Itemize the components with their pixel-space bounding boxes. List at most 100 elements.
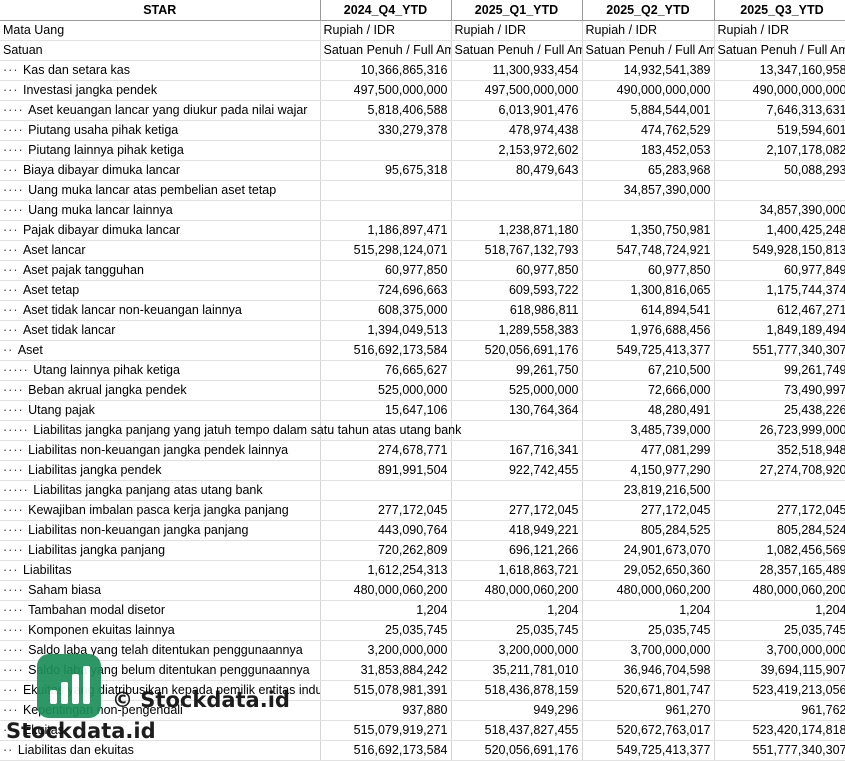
value-cell[interactable]: 618,986,811 xyxy=(451,300,583,321)
value-cell[interactable]: 60,977,850 xyxy=(451,260,583,281)
value-cell[interactable]: 27,274,708,920 xyxy=(714,460,845,481)
value-cell[interactable] xyxy=(714,180,845,201)
meta-value-cell[interactable]: Rupiah / IDR xyxy=(582,20,715,41)
value-cell[interactable]: 891,991,504 xyxy=(320,460,452,481)
value-cell[interactable]: 60,977,849 xyxy=(714,260,845,281)
value-cell[interactable]: 25,035,745 xyxy=(451,620,583,641)
value-cell[interactable]: 480,000,060,200 xyxy=(320,580,452,601)
row-label-cell[interactable]: ··· Pajak dibayar dimuka lancar xyxy=(0,220,321,241)
value-cell[interactable]: 696,121,266 xyxy=(451,540,583,561)
row-label-cell[interactable]: ···· Piutang usaha pihak ketiga xyxy=(0,120,321,141)
value-cell[interactable]: 28,357,165,489 xyxy=(714,560,845,581)
value-cell[interactable]: 497,500,000,000 xyxy=(320,80,452,101)
value-cell[interactable]: 1,400,425,248 xyxy=(714,220,845,241)
value-cell[interactable]: 35,211,781,010 xyxy=(451,660,583,681)
value-cell[interactable]: 130,764,364 xyxy=(451,400,583,421)
value-cell[interactable]: 515,298,124,071 xyxy=(320,240,452,261)
value-cell[interactable]: 515,078,981,391 xyxy=(320,680,452,701)
value-cell[interactable]: 76,665,627 xyxy=(320,360,452,381)
value-cell[interactable]: 549,928,150,813 xyxy=(714,240,845,261)
row-label-cell[interactable]: ···· Uang muka lancar atas pembelian ase… xyxy=(0,180,321,201)
value-cell[interactable]: 99,261,750 xyxy=(451,360,583,381)
value-cell[interactable]: 72,666,000 xyxy=(582,380,715,401)
value-cell[interactable]: 805,284,525 xyxy=(582,520,715,541)
row-label-cell[interactable]: ···· Komponen ekuitas lainnya xyxy=(0,620,321,641)
value-cell[interactable] xyxy=(320,180,452,201)
value-cell[interactable] xyxy=(582,200,715,221)
value-cell[interactable]: 39,694,115,907 xyxy=(714,660,845,681)
row-label-cell[interactable]: ···· Saham biasa xyxy=(0,580,321,601)
value-cell[interactable]: 60,977,850 xyxy=(320,260,452,281)
value-cell[interactable]: 25,035,745 xyxy=(582,620,715,641)
value-cell[interactable]: 26,723,999,000 xyxy=(714,420,845,441)
value-cell[interactable]: 551,777,340,307 xyxy=(714,340,845,361)
header-cell-2025-q2[interactable]: 2025_Q2_YTD xyxy=(582,0,715,21)
row-label-cell[interactable]: ···· Uang muka lancar lainnya xyxy=(0,200,321,221)
meta-value-cell[interactable]: Satuan Penuh / Full Amount xyxy=(320,40,452,61)
value-cell[interactable]: 167,716,341 xyxy=(451,440,583,461)
value-cell[interactable]: 24,901,673,070 xyxy=(582,540,715,561)
value-cell[interactable]: 277,172,045 xyxy=(582,500,715,521)
value-cell[interactable]: 1,394,049,513 xyxy=(320,320,452,341)
value-cell[interactable]: 1,976,688,456 xyxy=(582,320,715,341)
meta-value-cell[interactable]: Satuan Penuh / Full Amount xyxy=(582,40,715,61)
value-cell[interactable]: 490,000,000,000 xyxy=(714,80,845,101)
value-cell[interactable]: 7,646,313,631 xyxy=(714,100,845,121)
value-cell[interactable]: 443,090,764 xyxy=(320,520,452,541)
value-cell[interactable]: 525,000,000 xyxy=(451,380,583,401)
row-label-cell[interactable]: ···· Liabilitas non-keuangan jangka panj… xyxy=(0,520,321,541)
value-cell[interactable]: 1,238,871,180 xyxy=(451,220,583,241)
value-cell[interactable]: 15,647,106 xyxy=(320,400,452,421)
row-label-cell[interactable]: ····· Liabilitas jangka panjang yang jat… xyxy=(0,420,461,441)
row-label-cell[interactable]: ··· Aset pajak tangguhan xyxy=(0,260,321,281)
header-cell-2025-q3[interactable]: 2025_Q3_YTD xyxy=(714,0,845,21)
value-cell[interactable]: 480,000,060,200 xyxy=(451,580,583,601)
value-cell[interactable]: 937,880 xyxy=(320,700,452,721)
row-label-cell[interactable]: ··· Investasi jangka pendek xyxy=(0,80,321,101)
value-cell[interactable]: 1,350,750,981 xyxy=(582,220,715,241)
row-label-cell[interactable]: ···· Aset keuangan lancar yang diukur pa… xyxy=(0,100,321,121)
row-label-cell[interactable]: ·· Aset xyxy=(0,340,321,361)
value-cell[interactable]: 34,857,390,000 xyxy=(714,200,845,221)
value-cell[interactable]: 29,052,650,360 xyxy=(582,560,715,581)
value-cell[interactable]: 518,437,827,455 xyxy=(451,720,583,741)
value-cell[interactable]: 614,894,541 xyxy=(582,300,715,321)
value-cell[interactable]: 65,283,968 xyxy=(582,160,715,181)
value-cell[interactable]: 515,079,919,271 xyxy=(320,720,452,741)
value-cell[interactable]: 3,485,739,000 xyxy=(582,420,715,441)
value-cell[interactable]: 612,467,271 xyxy=(714,300,845,321)
value-cell[interactable]: 1,289,558,383 xyxy=(451,320,583,341)
value-cell[interactable]: 805,284,524 xyxy=(714,520,845,541)
value-cell[interactable]: 516,692,173,584 xyxy=(320,740,452,761)
value-cell[interactable]: 330,279,378 xyxy=(320,120,452,141)
value-cell[interactable]: 547,748,724,921 xyxy=(582,240,715,261)
value-cell[interactable]: 3,700,000,000 xyxy=(714,640,845,661)
row-label-cell[interactable]: ··· Aset tidak lancar non-keuangan lainn… xyxy=(0,300,321,321)
value-cell[interactable]: 36,946,704,598 xyxy=(582,660,715,681)
value-cell[interactable] xyxy=(451,200,583,221)
row-label-cell[interactable]: ··· Aset tetap xyxy=(0,280,321,301)
value-cell[interactable] xyxy=(451,420,583,441)
value-cell[interactable]: 520,056,691,176 xyxy=(451,340,583,361)
value-cell[interactable]: 949,296 xyxy=(451,700,583,721)
value-cell[interactable]: 50,088,293 xyxy=(714,160,845,181)
value-cell[interactable]: 516,692,173,584 xyxy=(320,340,452,361)
value-cell[interactable]: 1,175,744,374 xyxy=(714,280,845,301)
value-cell[interactable]: 724,696,663 xyxy=(320,280,452,301)
value-cell[interactable]: 608,375,000 xyxy=(320,300,452,321)
header-cell-2024-q4[interactable]: 2024_Q4_YTD xyxy=(320,0,452,21)
row-label-cell[interactable]: ···· Liabilitas non-keuangan jangka pend… xyxy=(0,440,321,461)
value-cell[interactable]: 523,420,174,818 xyxy=(714,720,845,741)
value-cell[interactable]: 418,949,221 xyxy=(451,520,583,541)
row-label-cell[interactable]: ·· Liabilitas dan ekuitas xyxy=(0,740,321,761)
row-label-cell[interactable]: ···· Kewajiban imbalan pasca kerja jangk… xyxy=(0,500,321,521)
value-cell[interactable]: 961,270 xyxy=(582,700,715,721)
value-cell[interactable] xyxy=(320,480,452,501)
meta-value-cell[interactable]: Rupiah / IDR xyxy=(714,20,845,41)
value-cell[interactable]: 1,186,897,471 xyxy=(320,220,452,241)
value-cell[interactable]: 3,700,000,000 xyxy=(582,640,715,661)
meta-value-cell[interactable]: Satuan Penuh / Full Amount xyxy=(451,40,583,61)
value-cell[interactable]: 14,932,541,389 xyxy=(582,60,715,81)
value-cell[interactable]: 1,300,816,065 xyxy=(582,280,715,301)
value-cell[interactable]: 609,593,722 xyxy=(451,280,583,301)
